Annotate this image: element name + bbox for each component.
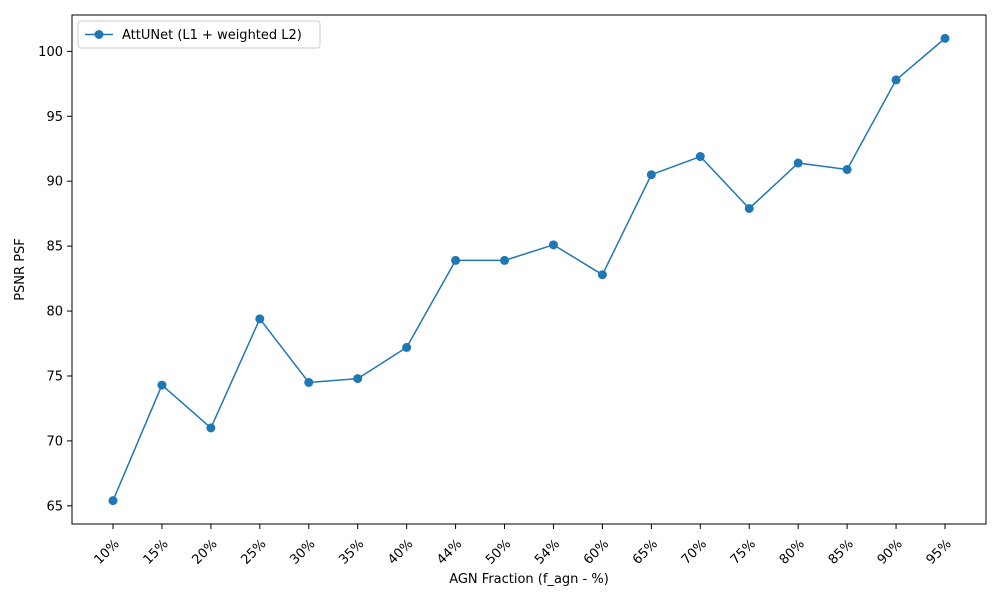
y-tick-label: 75 <box>46 369 63 384</box>
data-point <box>891 75 901 85</box>
x-tick-label: 25% <box>238 537 269 568</box>
y-tick-label: 100 <box>38 45 63 60</box>
data-point <box>500 255 510 265</box>
data-point <box>548 240 558 250</box>
data-point <box>402 342 412 352</box>
data-point <box>793 158 803 168</box>
y-axis-label: PSNR PSF <box>13 238 28 301</box>
data-point <box>597 270 607 280</box>
data-point <box>353 374 363 384</box>
legend: AttUNet (L1 + weighted L2) <box>77 20 321 49</box>
x-tick-label: 44% <box>434 537 465 568</box>
x-tick-label: 90% <box>875 537 906 568</box>
x-tick-label: 50% <box>483 537 514 568</box>
x-axis-label: AGN Fraction (f_agn - %) <box>449 572 609 587</box>
data-point <box>842 165 852 175</box>
data-point <box>451 255 461 265</box>
x-tick-label: 60% <box>581 537 612 568</box>
x-tick-label: 10% <box>92 537 123 568</box>
x-tick-label: 54% <box>532 537 563 568</box>
data-point <box>304 377 314 387</box>
y-tick-label: 65 <box>46 499 63 514</box>
y-tick-label: 85 <box>46 240 63 255</box>
y-tick-label: 70 <box>46 434 63 449</box>
legend-box <box>77 20 321 49</box>
series-line <box>112 37 946 501</box>
legend-entry: AttUNet (L1 + weighted L2) <box>122 28 302 43</box>
x-tick-label: 65% <box>630 537 661 568</box>
data-point <box>108 496 118 506</box>
legend-marker-swatch <box>94 30 104 39</box>
y-axis-ticks: 65 70 75 80 85 90 95 100 <box>38 45 72 514</box>
x-axis-ticks: 10% 15% 20% 25% 30% 35% 40% 44% 50% 54% 60% 65% 70% 7… <box>92 524 955 568</box>
y-tick-label: 90 <box>46 175 63 190</box>
data-point <box>255 314 265 324</box>
plot-area <box>72 15 986 524</box>
x-tick-label: 35% <box>336 537 367 568</box>
data-point <box>695 152 705 162</box>
series-layer <box>108 33 950 506</box>
data-point <box>744 203 754 213</box>
data-point <box>940 33 950 43</box>
x-tick-label: 85% <box>826 537 857 568</box>
data-point <box>646 170 656 180</box>
x-tick-label: 70% <box>679 537 710 568</box>
data-point <box>157 380 167 390</box>
x-tick-label: 20% <box>189 537 220 568</box>
x-tick-label: 40% <box>385 537 416 568</box>
x-tick-label: 80% <box>777 537 808 568</box>
x-tick-label: 15% <box>141 537 172 568</box>
plot-frame <box>71 14 987 525</box>
y-tick-label: 80 <box>46 305 63 320</box>
x-tick-label: 30% <box>287 537 318 568</box>
x-tick-label: 95% <box>924 537 955 568</box>
data-point <box>206 423 216 433</box>
y-tick-label: 95 <box>46 110 63 125</box>
x-tick-label: 75% <box>728 537 759 568</box>
